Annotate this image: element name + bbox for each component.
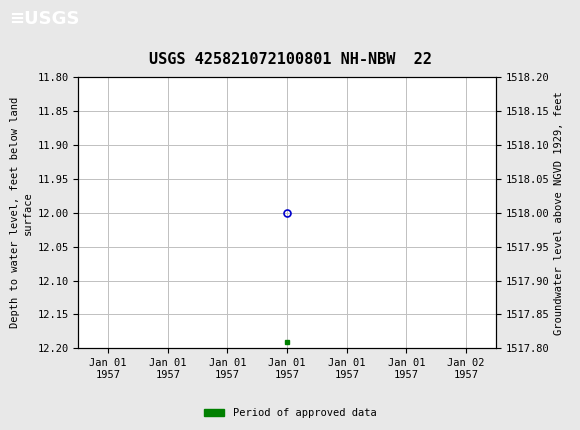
- Text: ≡USGS: ≡USGS: [9, 10, 79, 28]
- Y-axis label: Depth to water level, feet below land
surface: Depth to water level, feet below land su…: [10, 97, 33, 329]
- Y-axis label: Groundwater level above NGVD 1929, feet: Groundwater level above NGVD 1929, feet: [553, 91, 564, 335]
- Text: USGS 425821072100801 NH-NBW  22: USGS 425821072100801 NH-NBW 22: [148, 52, 432, 67]
- Legend: Period of approved data: Period of approved data: [200, 404, 380, 423]
